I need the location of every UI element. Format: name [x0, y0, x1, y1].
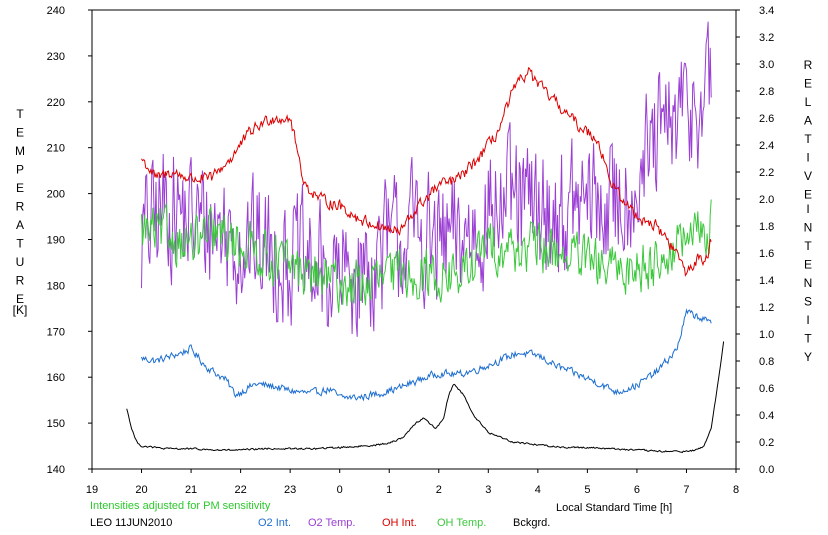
right-tick-label: 1.8 — [759, 221, 774, 233]
right-tick-label: 3.2 — [759, 32, 774, 44]
right-tick-label: 2.0 — [759, 194, 774, 206]
right-tick-label: 1.0 — [759, 329, 774, 341]
right-axis-letter: Y — [804, 350, 812, 364]
right-tick-label: 1.6 — [759, 248, 774, 260]
left-tick-label: 140 — [47, 464, 65, 476]
right-axis-letter: V — [804, 169, 812, 183]
legend-oh-temp: OH Temp. — [437, 517, 486, 529]
left-axis-letter: P — [16, 163, 24, 177]
left-tick-label: 240 — [47, 5, 65, 17]
right-tick-label: 2.2 — [759, 167, 774, 179]
x-tick-label: 4 — [535, 484, 541, 496]
series-line-oh-int — [141, 66, 712, 277]
left-tick-label: 220 — [47, 97, 65, 109]
right-axis-letter: I — [806, 313, 809, 327]
right-axis-letter: N — [804, 276, 813, 290]
series-line-o2-int — [141, 308, 712, 402]
x-tick-label: 8 — [733, 484, 739, 496]
series-line-oh-temp — [141, 199, 712, 313]
legend-bckgrd: Bckgrd. — [513, 517, 550, 529]
x-tick-label: 0 — [337, 484, 343, 496]
right-axis-letter: I — [806, 151, 809, 165]
x-tick-label: 23 — [284, 484, 296, 496]
right-tick-label: 2.4 — [759, 140, 774, 152]
right-axis-letter: N — [804, 221, 813, 235]
right-tick-label: 2.6 — [759, 113, 774, 125]
x-tick-label: 19 — [86, 484, 98, 496]
right-tick-label: 0.0 — [759, 464, 774, 476]
pm-sensitivity-note: Intensities adjusted for PM sensitivity — [90, 500, 271, 512]
left-axis-letter: E — [16, 292, 24, 306]
right-tick-label: 3.4 — [759, 5, 774, 17]
left-axis-letter: T — [16, 237, 24, 251]
left-axis-letter: M — [15, 144, 25, 158]
x-tick-label: 6 — [634, 484, 640, 496]
right-tick-label: 0.4 — [759, 410, 774, 422]
series-layer — [126, 21, 725, 454]
x-tick-label: 3 — [485, 484, 491, 496]
right-axis-letter: T — [804, 132, 812, 146]
left-axis-letter: A — [16, 218, 24, 232]
left-axis-letter: R — [16, 274, 25, 288]
left-axis-letter: R — [16, 200, 25, 214]
x-tick-label: 21 — [185, 484, 197, 496]
legend-oh-int: OH Int. — [382, 517, 417, 529]
x-axis-ticks: 19 20 21 22 23 0 1 2 3 4 5 6 7 8 — [86, 469, 739, 496]
right-tick-label: 1.4 — [759, 275, 774, 287]
right-axis-letter: R — [804, 58, 813, 72]
right-axis-letter: I — [806, 202, 809, 216]
right-axis-letter: S — [804, 295, 812, 309]
x-tick-label: 5 — [584, 484, 590, 496]
right-axis-letter: T — [804, 332, 812, 346]
right-tick-label: 3.0 — [759, 59, 774, 71]
right-tick-label: 2.8 — [759, 86, 774, 98]
left-tick-label: 210 — [47, 143, 65, 155]
right-tick-label: 0.8 — [759, 356, 774, 368]
right-tick-label: 1.2 — [759, 302, 774, 314]
right-axis-ticks: 0.0 0.2 0.4 0.6 0.8 1.0 1.2 1.4 1.6 1.8 2.0 2.2 2.4 2… — [736, 5, 774, 476]
station-date-label: LEO 11JUN2010 — [90, 517, 172, 529]
left-axis-letter: E — [16, 126, 24, 140]
right-axis-letter: A — [804, 114, 812, 128]
left-tick-label: 230 — [47, 51, 65, 63]
legend-o2-int: O2 Int. — [258, 517, 291, 529]
left-tick-label: 200 — [47, 189, 65, 201]
right-axis-letter: T — [804, 239, 812, 253]
x-tick-label: 2 — [436, 484, 442, 496]
right-tick-label: 0.2 — [759, 437, 774, 449]
left-tick-label: 190 — [47, 235, 65, 247]
right-axis-letter: E — [804, 77, 812, 91]
x-tick-label: 22 — [234, 484, 246, 496]
x-tick-label: 20 — [135, 484, 147, 496]
left-axis-letter: E — [16, 181, 24, 195]
right-tick-label: 0.6 — [759, 383, 774, 395]
x-axis-label: Local Standard Time [h] — [556, 502, 672, 514]
left-axis-letter: U — [16, 255, 25, 269]
legend-o2-temp: O2 Temp. — [308, 517, 356, 529]
left-tick-label: 160 — [47, 372, 65, 384]
x-tick-label: 1 — [386, 484, 392, 496]
left-axis-letter: T — [16, 107, 24, 121]
left-tick-label: 170 — [47, 326, 65, 338]
left-tick-label: 150 — [47, 418, 65, 430]
series-line-bckgrd — [126, 341, 725, 454]
left-axis-ticks: 140 150 160 170 180 190 200 210 220 230 240 — [47, 5, 92, 476]
left-axis-unit: [K] — [13, 303, 28, 317]
right-axis-letter: E — [804, 188, 812, 202]
right-axis-letter: E — [804, 258, 812, 272]
x-tick-label: 7 — [683, 484, 689, 496]
right-axis-letter: L — [805, 95, 812, 109]
left-tick-label: 180 — [47, 280, 65, 292]
